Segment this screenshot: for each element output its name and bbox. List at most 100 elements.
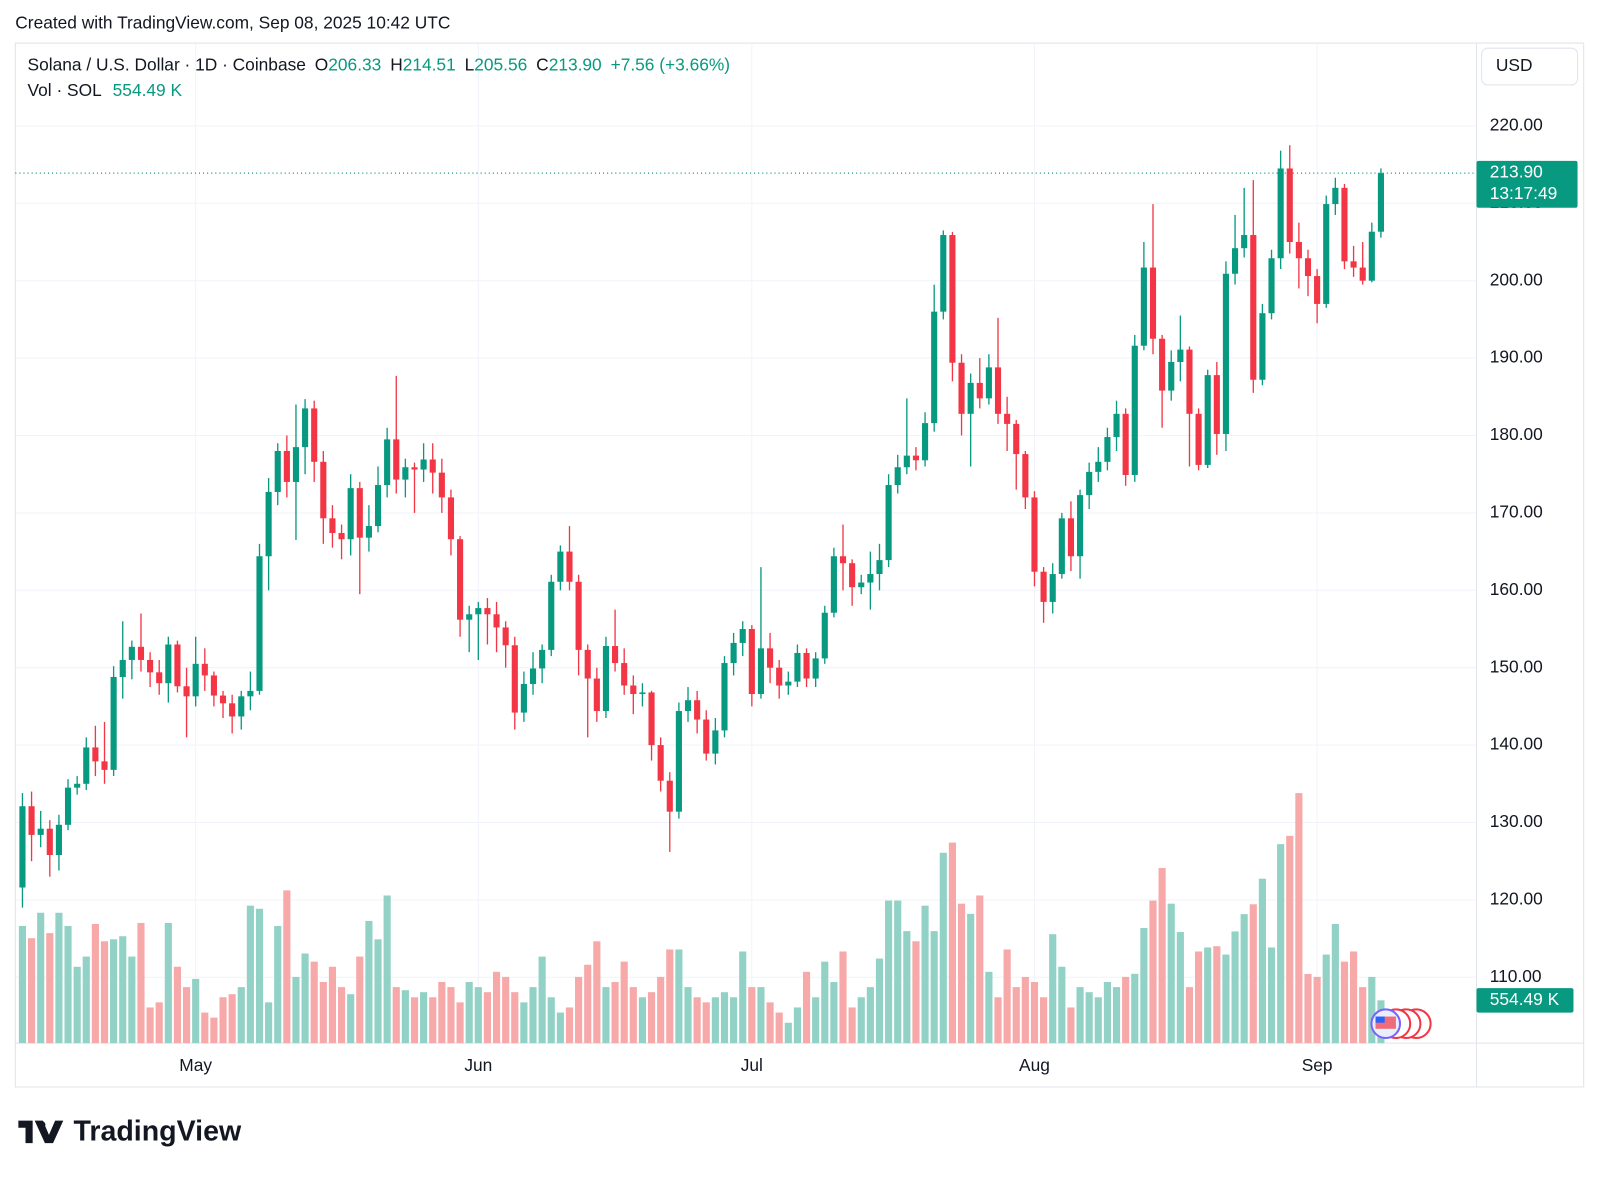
candle-body [639, 692, 646, 695]
candle-body [630, 685, 637, 695]
volume-bar [1350, 951, 1358, 1044]
candle-body [1122, 413, 1129, 475]
volume-bar [292, 976, 300, 1044]
candle-body [739, 628, 746, 643]
candle-body [785, 681, 792, 686]
volume-bar [1103, 982, 1111, 1044]
candle-body [520, 683, 527, 713]
volume-bar [55, 912, 63, 1044]
candle-body [821, 612, 828, 659]
candle-body [429, 459, 436, 473]
volume-bar [957, 903, 966, 1044]
volume-bar [857, 997, 865, 1044]
volume-bar [1258, 878, 1266, 1044]
volume-bar [994, 997, 1002, 1044]
volume-bar [210, 1017, 218, 1044]
candle-body [1177, 349, 1184, 362]
candle-body [475, 608, 482, 615]
volume-bar [1049, 934, 1057, 1044]
volume-bar [465, 982, 473, 1044]
candle-body [46, 828, 53, 856]
candle-body [1131, 345, 1138, 475]
candle-body [912, 455, 920, 461]
volume-bar [1359, 987, 1367, 1044]
candle-body [1368, 231, 1375, 281]
candle-body [529, 668, 537, 684]
volume-bar [365, 920, 373, 1044]
candle-body [849, 563, 856, 588]
volume-bar [1122, 976, 1130, 1044]
candle-body [1241, 235, 1248, 249]
x-tick-label: May [179, 1055, 212, 1075]
candle-body [548, 581, 555, 650]
last-price-tag [1476, 160, 1578, 208]
volume-bar [173, 966, 182, 1044]
volume-bar [1267, 947, 1276, 1044]
candle-body [1077, 495, 1084, 557]
volume-bar [739, 951, 747, 1044]
field-key: L [465, 54, 475, 74]
volume-bar [1158, 868, 1166, 1044]
event-icons [1370, 1008, 1432, 1039]
candle-body [320, 461, 327, 519]
volume-bar [1286, 835, 1294, 1044]
volume-bar [1003, 949, 1011, 1044]
volume-bar [410, 997, 419, 1044]
volume-bar [939, 852, 947, 1044]
volume-bar [620, 961, 628, 1044]
volume-bar [1249, 904, 1257, 1044]
volume-bar [192, 978, 200, 1044]
candle-body [1095, 461, 1102, 472]
candle-body [703, 719, 710, 754]
field-key: C [536, 54, 549, 74]
y-tick-label: 220.00 [1490, 114, 1543, 134]
y-tick-label: 120.00 [1490, 888, 1543, 908]
candle-body [37, 828, 44, 835]
candle-body [1323, 204, 1330, 304]
candle-body [493, 614, 500, 628]
candle-body [794, 652, 801, 682]
volume-bar [720, 992, 729, 1044]
volume-bar [821, 961, 829, 1044]
volume-bar [839, 951, 847, 1044]
volume-bar [903, 931, 911, 1044]
candle-body [557, 551, 564, 582]
volume-bar [848, 1007, 856, 1044]
candle-body [858, 582, 865, 588]
candle-body [74, 783, 81, 788]
volume-bar [155, 1002, 163, 1044]
currency-button[interactable] [1481, 47, 1579, 86]
volume-bar [146, 1007, 154, 1044]
candle-body [922, 423, 929, 461]
volume-bar [310, 961, 318, 1044]
candle-body [694, 700, 701, 720]
candle-body [1104, 437, 1111, 462]
candle-body [1186, 349, 1193, 414]
volume-bar [1204, 947, 1212, 1044]
candle-body [1341, 187, 1348, 262]
volume-bar [401, 990, 409, 1044]
volume-bar [1231, 931, 1239, 1044]
volume-bar [976, 895, 984, 1044]
volume-bar [985, 971, 993, 1044]
y-tick-label: 130.00 [1490, 811, 1543, 831]
volume-bar [1067, 1007, 1075, 1044]
volume-bar [110, 939, 118, 1044]
y-tick-label: 160.00 [1490, 579, 1543, 599]
volume-bar [1040, 997, 1048, 1044]
candle-body [1204, 375, 1211, 465]
candle-body [1058, 518, 1065, 575]
volume-bar [930, 931, 938, 1044]
y-tick-label: 140.00 [1490, 734, 1543, 754]
field-key: O [315, 54, 328, 74]
volume-bar [921, 905, 929, 1044]
currency[interactable]: USD [1496, 55, 1533, 75]
volume-bar [219, 997, 227, 1044]
candle-body [539, 649, 546, 669]
candle-body [484, 608, 491, 615]
candle-body [165, 644, 172, 684]
field-value: 206.33 [328, 54, 381, 74]
volume-bar [748, 987, 756, 1044]
